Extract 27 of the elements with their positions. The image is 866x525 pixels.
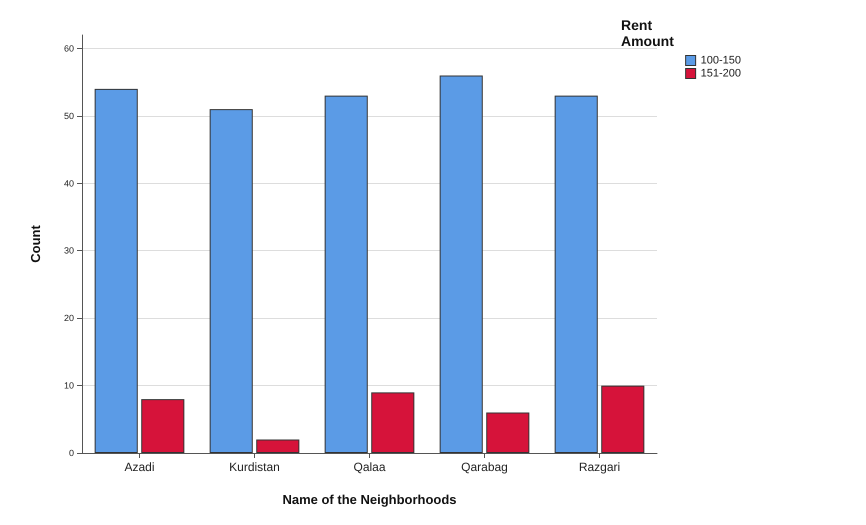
bar bbox=[94, 88, 138, 453]
x-tick-label: Razgari bbox=[578, 460, 620, 474]
x-tick-label: Azadi bbox=[124, 460, 155, 474]
bar bbox=[601, 386, 644, 453]
x-tick-label: Qarabag bbox=[461, 460, 508, 474]
legend-title: Rent Amount bbox=[621, 17, 674, 49]
y-axis-title: Count bbox=[28, 224, 43, 263]
bar bbox=[210, 109, 253, 453]
bar bbox=[256, 440, 300, 453]
y-tick-label: 30 bbox=[64, 246, 74, 256]
x-tick-label: Kurdistan bbox=[229, 460, 280, 474]
y-tick-label: 20 bbox=[64, 313, 74, 324]
bar bbox=[141, 399, 184, 453]
y-tick-label: 50 bbox=[64, 110, 74, 121]
y-tick-label: 0 bbox=[68, 448, 74, 458]
bar bbox=[324, 96, 368, 453]
legend-label: 100-150 bbox=[700, 54, 742, 66]
bar bbox=[554, 96, 598, 453]
bar bbox=[440, 75, 483, 453]
bar bbox=[371, 392, 414, 453]
x-tick-label: Qalaa bbox=[353, 460, 386, 474]
x-axis-title: Name of the Neighborhoods bbox=[282, 492, 457, 507]
y-tick-label: 40 bbox=[64, 178, 74, 188]
bar bbox=[486, 412, 530, 453]
y-tick-label: 10 bbox=[64, 380, 74, 391]
y-tick-label: 60 bbox=[64, 43, 74, 54]
legend-label: 151-200 bbox=[700, 68, 742, 80]
